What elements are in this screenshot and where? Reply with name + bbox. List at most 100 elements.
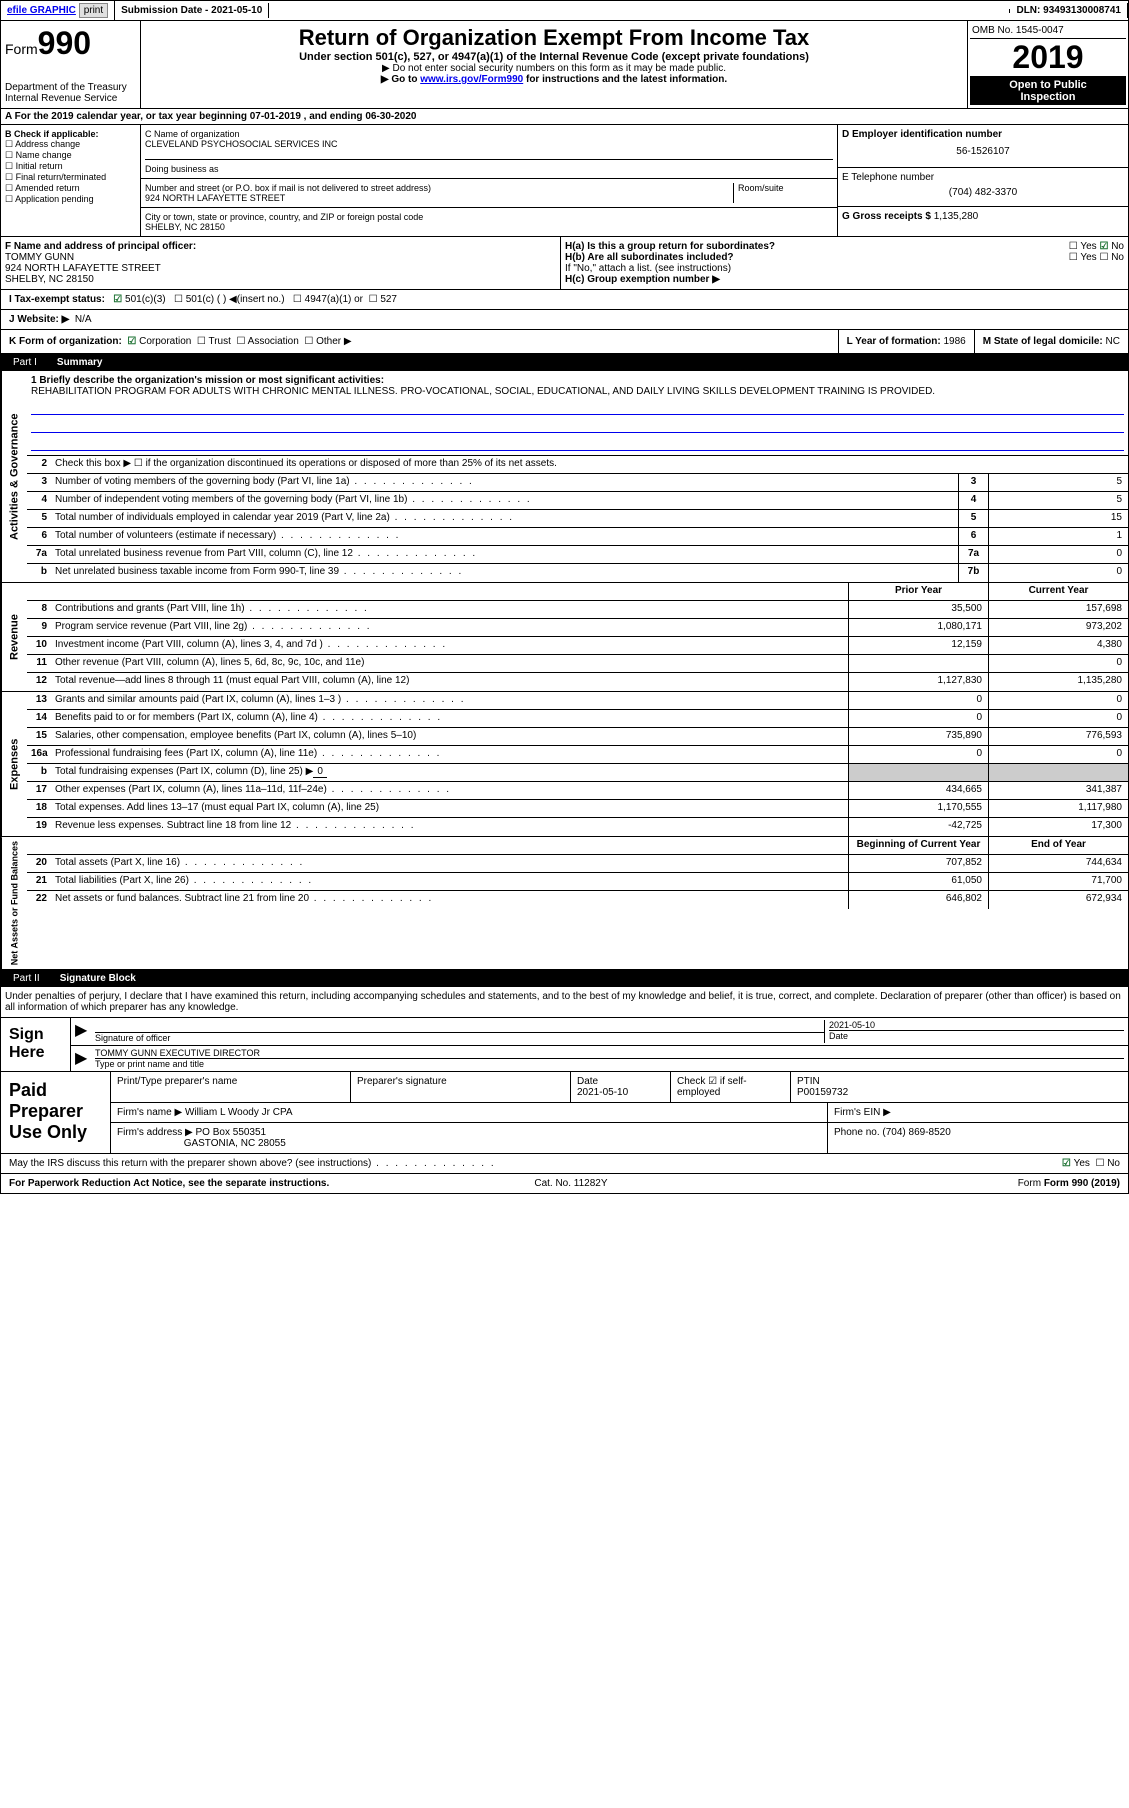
- line-22: Net assets or fund balances. Subtract li…: [51, 891, 848, 909]
- ha-no[interactable]: No: [1099, 241, 1124, 252]
- line-10: Investment income (Part VIII, column (A)…: [51, 637, 848, 654]
- form-prefix: Form: [5, 41, 38, 57]
- cb-final-return[interactable]: Final return/terminated: [5, 172, 136, 183]
- mission-line: [31, 419, 1124, 433]
- val-7b: 0: [988, 564, 1128, 582]
- inst2-pre: Go to: [391, 74, 420, 85]
- firm-addr2: GASTONIA, NC 28055: [184, 1138, 286, 1149]
- line-11: Other revenue (Part VIII, column (A), li…: [51, 655, 848, 672]
- c21: 71,700: [988, 873, 1128, 890]
- p15: 735,890: [848, 728, 988, 745]
- cb-other[interactable]: Other ▶: [304, 336, 351, 347]
- tab-net-assets: Net Assets or Fund Balances: [1, 837, 27, 969]
- cb-corp[interactable]: Corporation: [127, 336, 191, 347]
- officer-addr2: SHELBY, NC 28150: [5, 274, 556, 285]
- prep-h3: Date: [577, 1076, 598, 1087]
- m-label: M State of legal domicile:: [983, 336, 1103, 347]
- footer-bottom: For Paperwork Reduction Act Notice, see …: [0, 1174, 1129, 1194]
- form-ref: Form Form 990 (2019): [1018, 1178, 1120, 1189]
- section-bcd: B Check if applicable: Address change Na…: [0, 125, 1129, 237]
- org-name: CLEVELAND PSYCHOSOCIAL SERVICES INC: [145, 139, 833, 149]
- discuss-q: May the IRS discuss this return with the…: [9, 1158, 496, 1169]
- rowi-label: I Tax-exempt status:: [9, 294, 105, 305]
- line-7b: Net unrelated business taxable income fr…: [51, 564, 958, 582]
- prep-date: 2021-05-10: [577, 1087, 628, 1098]
- hb-no[interactable]: No: [1099, 252, 1124, 263]
- cb-assoc[interactable]: Association: [236, 336, 298, 347]
- cb-initial-return[interactable]: Initial return: [5, 161, 136, 172]
- form-number: 990: [38, 25, 91, 61]
- val-5: 15: [988, 510, 1128, 527]
- c17: 341,387: [988, 782, 1128, 799]
- cb-address-change[interactable]: Address change: [5, 139, 136, 150]
- line-8: Contributions and grants (Part VIII, lin…: [51, 601, 848, 618]
- c16a: 0: [988, 746, 1128, 763]
- inst2-post: for instructions and the latest informat…: [523, 74, 727, 85]
- line-3: Number of voting members of the governin…: [51, 474, 958, 491]
- tab-revenue: Revenue: [1, 583, 27, 691]
- form990-link[interactable]: www.irs.gov/Form990: [420, 74, 523, 85]
- ha-yes[interactable]: Yes: [1069, 241, 1097, 252]
- line-7a: Total unrelated business revenue from Pa…: [51, 546, 958, 563]
- part-i-label: Part I: [1, 355, 49, 370]
- cb-trust[interactable]: Trust: [197, 336, 231, 347]
- part-i-name: Summary: [49, 355, 111, 370]
- preparer-label: Paid Preparer Use Only: [1, 1072, 111, 1153]
- part-i-header: Part I Summary: [0, 354, 1129, 371]
- p11: [848, 655, 988, 672]
- paperwork-notice: For Paperwork Reduction Act Notice, see …: [9, 1178, 329, 1189]
- cb-4947[interactable]: 4947(a)(1) or: [293, 294, 363, 305]
- ein-label: D Employer identification number: [842, 129, 1124, 140]
- net-assets-section: Net Assets or Fund Balances Beginning of…: [0, 837, 1129, 970]
- discuss-no[interactable]: No: [1095, 1158, 1120, 1169]
- tel-label: E Telephone number: [842, 172, 1124, 183]
- mission-line: [31, 437, 1124, 451]
- line-2: Check this box ▶ ☐ if the organization d…: [51, 456, 1128, 473]
- row-k: K Form of organization: Corporation Trus…: [0, 330, 1129, 354]
- firm-addr-label: Firm's address ▶: [117, 1127, 193, 1138]
- line-16b: Total fundraising expenses (Part IX, col…: [55, 766, 313, 777]
- prep-h4: Check ☑ if self-employed: [671, 1072, 791, 1102]
- row-a-period: A For the 2019 calendar year, or tax yea…: [0, 109, 1129, 125]
- signature-section: Under penalties of perjury, I declare th…: [0, 987, 1129, 1154]
- cb-app-pending[interactable]: Application pending: [5, 194, 136, 205]
- hb-yes[interactable]: Yes: [1069, 252, 1097, 263]
- prep-h5: PTIN: [797, 1076, 820, 1087]
- discuss-yes[interactable]: Yes: [1062, 1158, 1090, 1169]
- shaded-cell: [848, 764, 988, 781]
- firm-name: William L Woody Jr CPA: [185, 1107, 293, 1118]
- firm-ein-label: Firm's EIN ▶: [828, 1103, 1128, 1122]
- activities-governance-section: Activities & Governance 1 Briefly descri…: [0, 371, 1129, 583]
- form-header: Form990 Department of the Treasury Inter…: [0, 21, 1129, 109]
- cb-amended-return[interactable]: Amended return: [5, 183, 136, 194]
- val-6: 1: [988, 528, 1128, 545]
- cb-501c3[interactable]: 501(c)(3): [113, 294, 165, 305]
- rowj-label: J Website: ▶: [9, 314, 69, 325]
- hdr-prior: Prior Year: [848, 583, 988, 600]
- cb-501c[interactable]: 501(c) ( ) ◀(insert no.): [174, 294, 285, 305]
- c8: 157,698: [988, 601, 1128, 618]
- arrow-icon: ▶: [75, 1048, 95, 1069]
- gross-value: 1,135,280: [934, 211, 979, 222]
- p9: 1,080,171: [848, 619, 988, 636]
- cb-527[interactable]: 527: [369, 294, 397, 305]
- firm-name-label: Firm's name ▶: [117, 1107, 182, 1118]
- expenses-section: Expenses 13Grants and similar amounts pa…: [0, 692, 1129, 837]
- dba-label: Doing business as: [145, 159, 833, 174]
- website-value: N/A: [75, 314, 92, 325]
- line-21: Total liabilities (Part X, line 26): [51, 873, 848, 890]
- hb-label: H(b) Are all subordinates included?: [565, 252, 734, 263]
- line-9: Program service revenue (Part VIII, line…: [51, 619, 848, 636]
- l-label: L Year of formation:: [847, 336, 941, 347]
- p19: -42,725: [848, 818, 988, 836]
- ha-label: H(a) Is this a group return for subordin…: [565, 241, 775, 252]
- print-button[interactable]: print: [79, 3, 108, 18]
- cb-name-change[interactable]: Name change: [5, 150, 136, 161]
- c22: 672,934: [988, 891, 1128, 909]
- efile-link[interactable]: efile GRAPHIC: [7, 5, 76, 16]
- gross-label: G Gross receipts $: [842, 211, 931, 222]
- shaded-cell: [988, 764, 1128, 781]
- tab-expenses: Expenses: [1, 692, 27, 836]
- org-city: SHELBY, NC 28150: [145, 222, 833, 232]
- submission-date: Submission Date - 2021-05-10: [115, 3, 269, 18]
